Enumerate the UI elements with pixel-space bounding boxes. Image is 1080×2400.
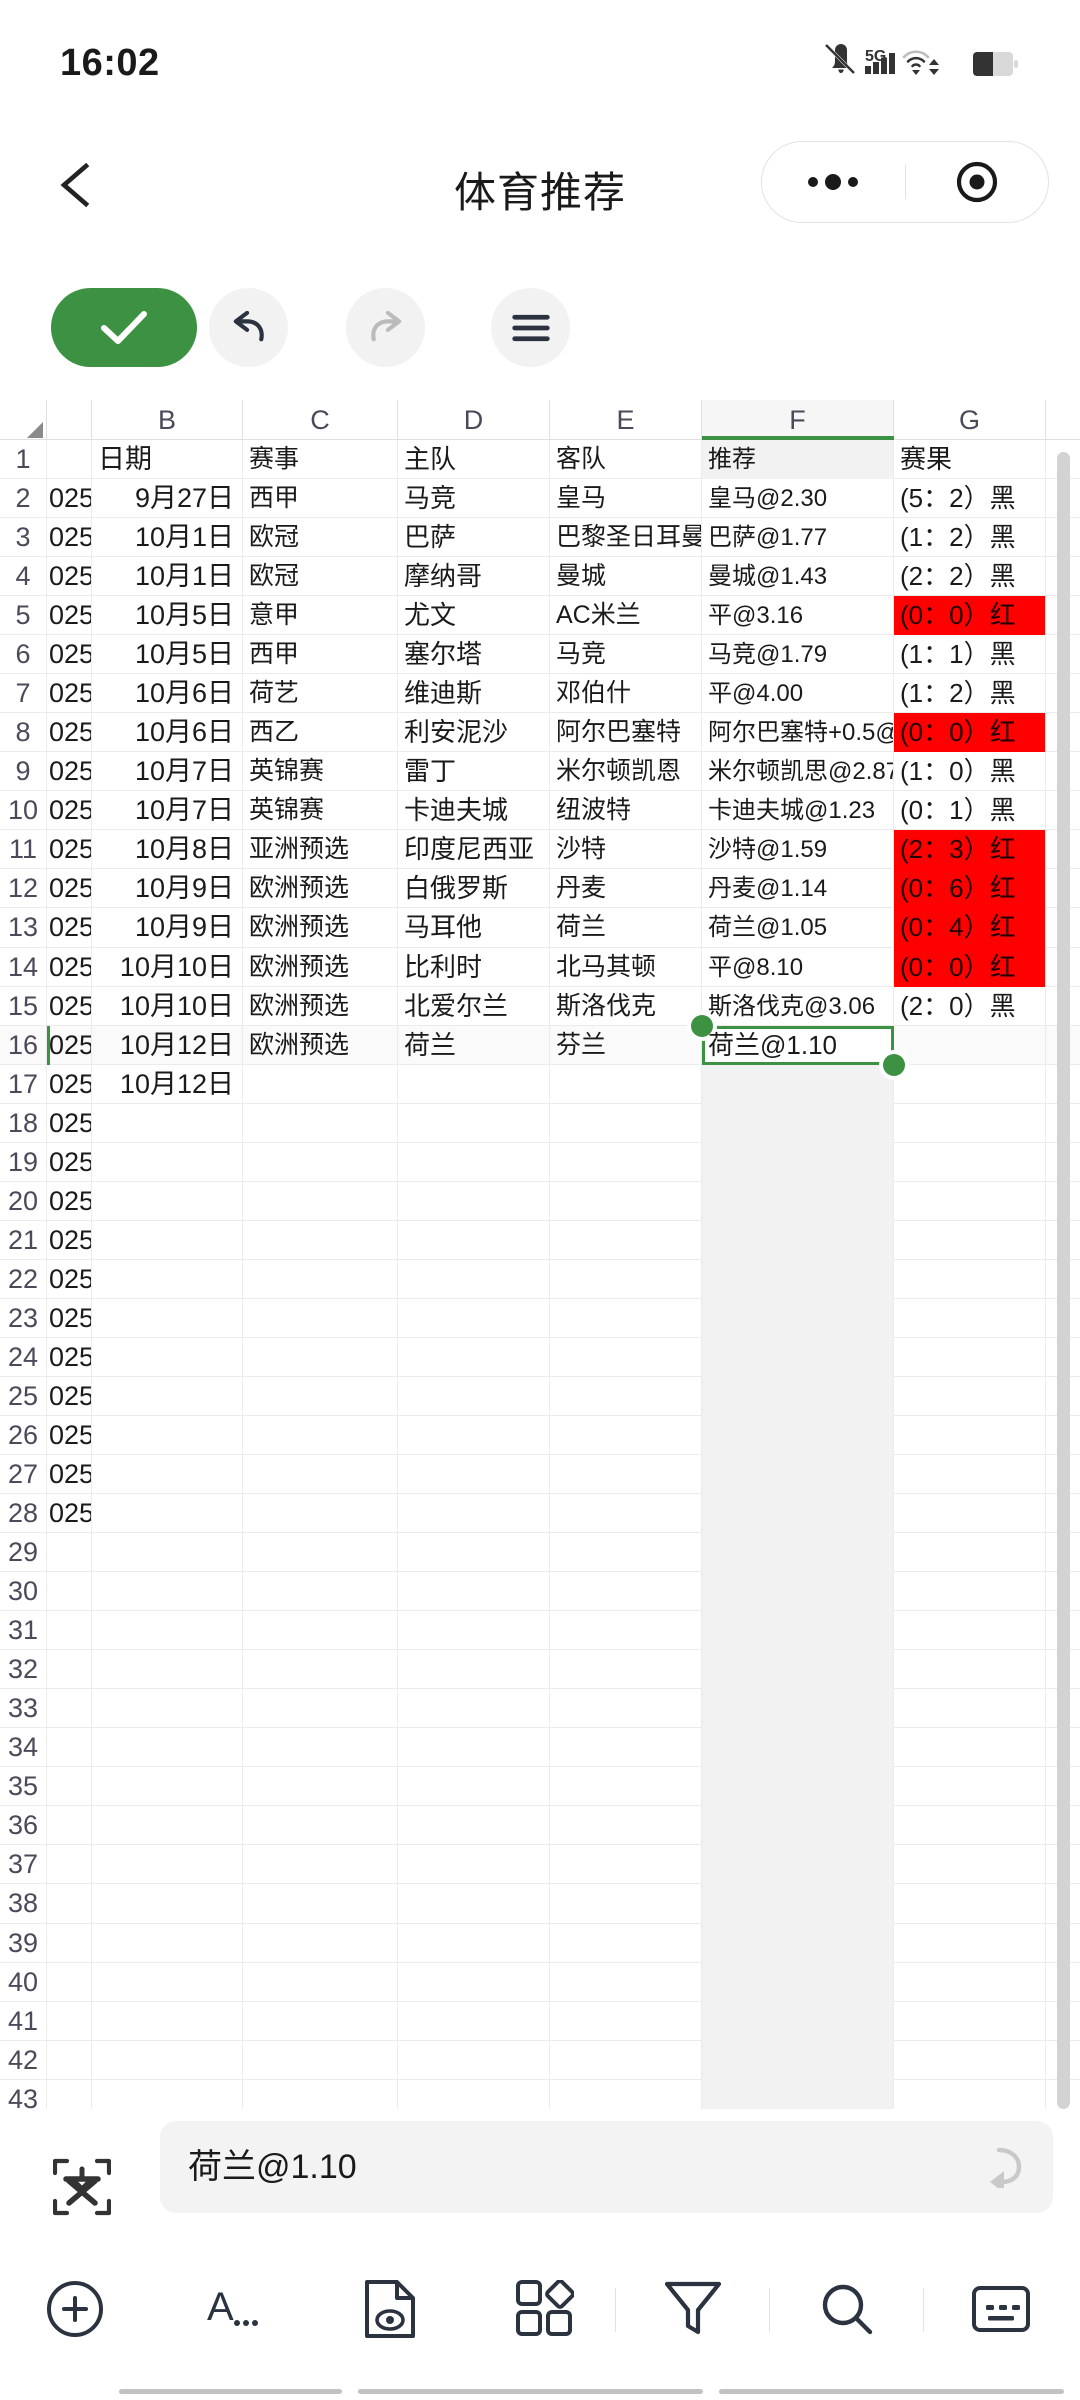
svg-text:A: A xyxy=(207,2285,234,2329)
